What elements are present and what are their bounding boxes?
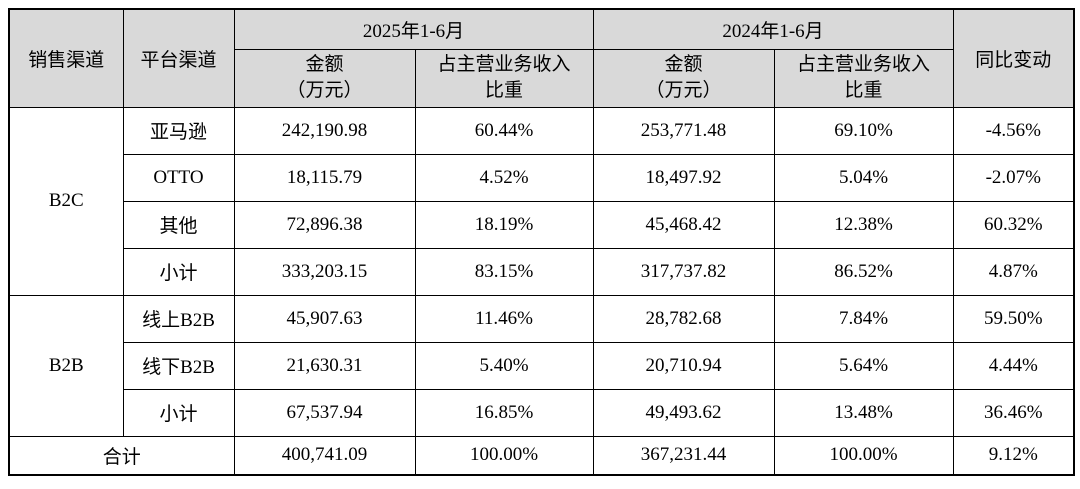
share-2024-cell: 7.84%: [773, 294, 954, 343]
table-row-total: 合计 400,741.09 100.00% 367,231.44 100.00%…: [8, 435, 1075, 476]
table-row: OTTO 18,115.79 4.52% 18,497.92 5.04% -2.…: [9, 153, 1075, 202]
amount-2024-cell: 317,737.82: [592, 247, 775, 296]
platform-cell: 小计: [122, 388, 235, 437]
share-2024-cell: 5.64%: [773, 341, 954, 390]
amount-2024-cell: 367,231.44: [592, 435, 775, 476]
header-share-2024: 占主营业务收入 比重: [773, 48, 954, 108]
table-row: B2C 亚马逊 242,190.98 60.44% 253,771.48 69.…: [8, 106, 1075, 296]
amount-2025-cell: 45,907.63: [233, 294, 416, 343]
share-2025-cell: 4.52%: [414, 153, 594, 202]
yoy-cell: 4.87%: [952, 247, 1075, 296]
amount-2025-cell: 400,741.09: [233, 435, 416, 476]
amount-2024-cell: 253,771.48: [592, 106, 775, 155]
header-share-2025: 占主营业务收入 比重: [414, 48, 594, 108]
share-2024-cell: 12.38%: [773, 200, 954, 249]
table-row: 其他 72,896.38 18.19% 45,468.42 12.38% 60.…: [9, 200, 1075, 249]
yoy-cell: 59.50%: [952, 294, 1075, 343]
share-2025-cell: 60.44%: [414, 106, 594, 155]
yoy-cell: 60.32%: [952, 200, 1075, 249]
table-row-subtotal: 小计 333,203.15 83.15% 317,737.82 86.52% 4…: [9, 247, 1075, 296]
share-2025-cell: 18.19%: [414, 200, 594, 249]
amount-2025-cell: 72,896.38: [233, 200, 416, 249]
platform-cell: 线下B2B: [122, 341, 235, 390]
share-2024-cell: 100.00%: [773, 435, 954, 476]
platform-cell: 小计: [122, 247, 235, 296]
amount-2024-cell: 49,493.62: [592, 388, 775, 437]
share-2025-cell: 16.85%: [414, 388, 594, 437]
platform-cell: 亚马逊: [122, 106, 235, 155]
share-2025-cell: 11.46%: [414, 294, 594, 343]
table-row-subtotal: 小计 67,537.94 16.85% 49,493.62 13.48% 36.…: [9, 388, 1075, 437]
amount-2024-cell: 20,710.94: [592, 341, 775, 390]
group-cell-b2b: B2B: [8, 294, 124, 437]
share-2025-cell: 83.15%: [414, 247, 594, 296]
total-label-cell: 合计: [8, 435, 235, 476]
share-2024-cell: 86.52%: [773, 247, 954, 296]
share-2024-cell: 5.04%: [773, 153, 954, 202]
platform-cell: 线上B2B: [122, 294, 235, 343]
share-2025-cell: 100.00%: [414, 435, 594, 476]
amount-2025-cell: 18,115.79: [233, 153, 416, 202]
platform-cell: 其他: [122, 200, 235, 249]
amount-2025-cell: 242,190.98: [233, 106, 416, 155]
amount-2024-cell: 45,468.42: [592, 200, 775, 249]
header-amount-2024: 金额 （万元）: [592, 48, 775, 108]
yoy-cell: 4.44%: [952, 341, 1075, 390]
table-row: B2B 线上B2B 45,907.63 11.46% 28,782.68 7.8…: [8, 294, 1075, 437]
yoy-cell: -4.56%: [952, 106, 1075, 155]
yoy-cell: 36.46%: [952, 388, 1075, 437]
share-2025-cell: 5.40%: [414, 341, 594, 390]
header-amount-2025: 金额 （万元）: [233, 48, 416, 108]
header-yoy-change: 同比变动: [952, 8, 1075, 108]
sales-channel-revenue-table: 销售渠道 平台渠道 2025年1-6月 2024年1-6月 同比变动 金额 （万…: [8, 8, 1076, 477]
share-2024-cell: 13.48%: [773, 388, 954, 437]
table-row: 线下B2B 21,630.31 5.40% 20,710.94 5.64% 4.…: [9, 341, 1075, 390]
share-2024-cell: 69.10%: [773, 106, 954, 155]
header-sales-channel: 销售渠道: [8, 8, 124, 108]
amount-2024-cell: 28,782.68: [592, 294, 775, 343]
amount-2025-cell: 333,203.15: [233, 247, 416, 296]
header-period-2024: 2024年1-6月: [592, 8, 954, 50]
amount-2025-cell: 67,537.94: [233, 388, 416, 437]
yoy-cell: 9.12%: [952, 435, 1075, 476]
group-cell-b2c: B2C: [8, 106, 124, 296]
platform-cell: OTTO: [122, 153, 235, 202]
header-period-2025: 2025年1-6月: [233, 8, 594, 50]
amount-2024-cell: 18,497.92: [592, 153, 775, 202]
yoy-cell: -2.07%: [952, 153, 1075, 202]
amount-2025-cell: 21,630.31: [233, 341, 416, 390]
header-platform-channel: 平台渠道: [122, 8, 235, 108]
